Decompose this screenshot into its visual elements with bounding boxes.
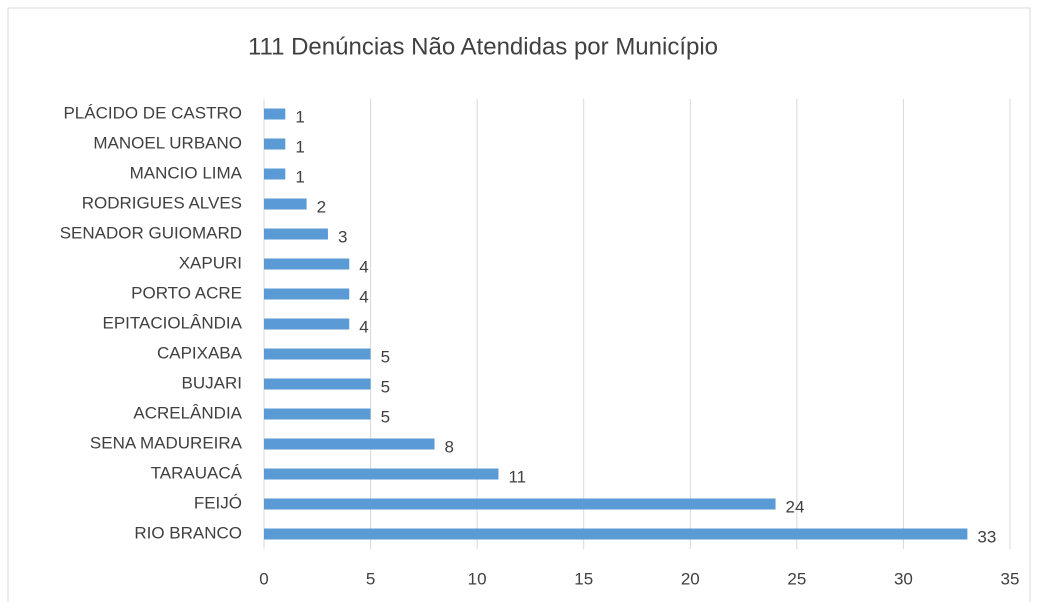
y-tick-label: FEIJÓ: [194, 493, 242, 512]
y-tick-label: BUJARI: [182, 373, 242, 392]
bar: [264, 378, 371, 390]
y-tick-label: EPITACIOLÂNDIA: [103, 313, 243, 332]
x-tick-label: 35: [1001, 569, 1020, 588]
data-label: 4: [359, 287, 368, 306]
y-tick-label: SENA MADUREIRA: [90, 433, 243, 452]
bar: [264, 498, 776, 510]
chart-title: 111 Denúncias Não Atendidas por Municípi…: [248, 33, 718, 60]
data-label: 2: [317, 197, 326, 216]
bar: [264, 168, 286, 180]
data-label: 3: [338, 227, 347, 246]
data-label: 1: [295, 167, 304, 186]
y-tick-label: PORTO ACRE: [131, 283, 242, 302]
x-tick-label: 5: [366, 569, 375, 588]
bar: [264, 348, 371, 360]
x-tick-label: 30: [894, 569, 913, 588]
data-label: 11: [508, 467, 526, 486]
data-label: 1: [295, 107, 304, 126]
bar: [264, 198, 307, 210]
bar: [264, 258, 350, 270]
bar: [264, 288, 350, 300]
data-label: 5: [381, 407, 390, 426]
bar: [264, 438, 435, 450]
data-label: 4: [359, 317, 368, 336]
chart-border: [7, 7, 1031, 602]
data-label: 33: [977, 527, 996, 546]
y-tick-label: MANCIO LIMA: [130, 163, 243, 182]
y-tick-label: RODRIGUES ALVES: [82, 193, 242, 212]
bar: [264, 138, 286, 150]
data-label: 5: [381, 347, 390, 366]
x-tick-label: 25: [787, 569, 806, 588]
y-tick-label: TARAUACÁ: [151, 463, 243, 482]
x-tick-label: 15: [574, 569, 593, 588]
data-label: 1: [295, 137, 304, 156]
bar: [264, 468, 499, 480]
bar: [264, 408, 371, 420]
x-tick-label: 0: [259, 569, 268, 588]
y-tick-label: SENADOR GUIOMARD: [60, 223, 242, 242]
y-tick-label: XAPURI: [179, 253, 242, 272]
data-label: 8: [445, 437, 454, 456]
y-tick-label: ACRELÂNDIA: [133, 403, 242, 422]
y-tick-label: MANOEL URBANO: [93, 133, 242, 152]
bar: [264, 108, 286, 120]
bar: [264, 228, 328, 240]
data-label: 5: [381, 377, 390, 396]
bar: [264, 318, 350, 330]
bar: [264, 528, 968, 540]
y-tick-label: RIO BRANCO: [134, 523, 242, 542]
data-label: 24: [786, 497, 805, 516]
x-tick-label: 20: [681, 569, 700, 588]
y-tick-label: CAPIXABA: [157, 343, 243, 362]
x-tick-label: 10: [468, 569, 487, 588]
y-tick-label: PLÁCIDO DE CASTRO: [63, 103, 242, 122]
data-label: 4: [359, 257, 368, 276]
